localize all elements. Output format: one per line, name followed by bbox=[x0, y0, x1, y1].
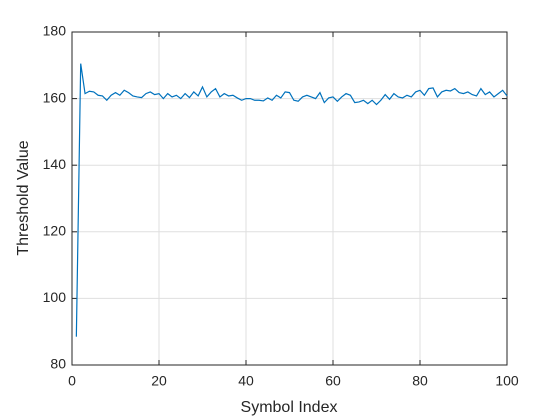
y-tick-label: 120 bbox=[43, 223, 67, 239]
y-tick-label: 80 bbox=[50, 356, 66, 372]
x-tick-label: 80 bbox=[412, 373, 428, 389]
y-tick-label: 140 bbox=[43, 156, 67, 172]
y-axis-label: Threshold Value bbox=[15, 140, 32, 255]
axes-box bbox=[71, 31, 508, 366]
data-line bbox=[75, 63, 508, 337]
y-tick-label: 100 bbox=[43, 289, 67, 305]
x-tick-label: 0 bbox=[68, 373, 76, 389]
x-tick-label: 20 bbox=[151, 373, 167, 389]
y-tick-label: 180 bbox=[43, 23, 67, 39]
x-tick-label: 40 bbox=[238, 373, 254, 389]
y-tick-label: 160 bbox=[43, 89, 67, 105]
x-tick-label: 100 bbox=[495, 373, 519, 389]
x-tick-label: 60 bbox=[325, 373, 341, 389]
x-axis-label: Symbol Index bbox=[241, 399, 338, 416]
